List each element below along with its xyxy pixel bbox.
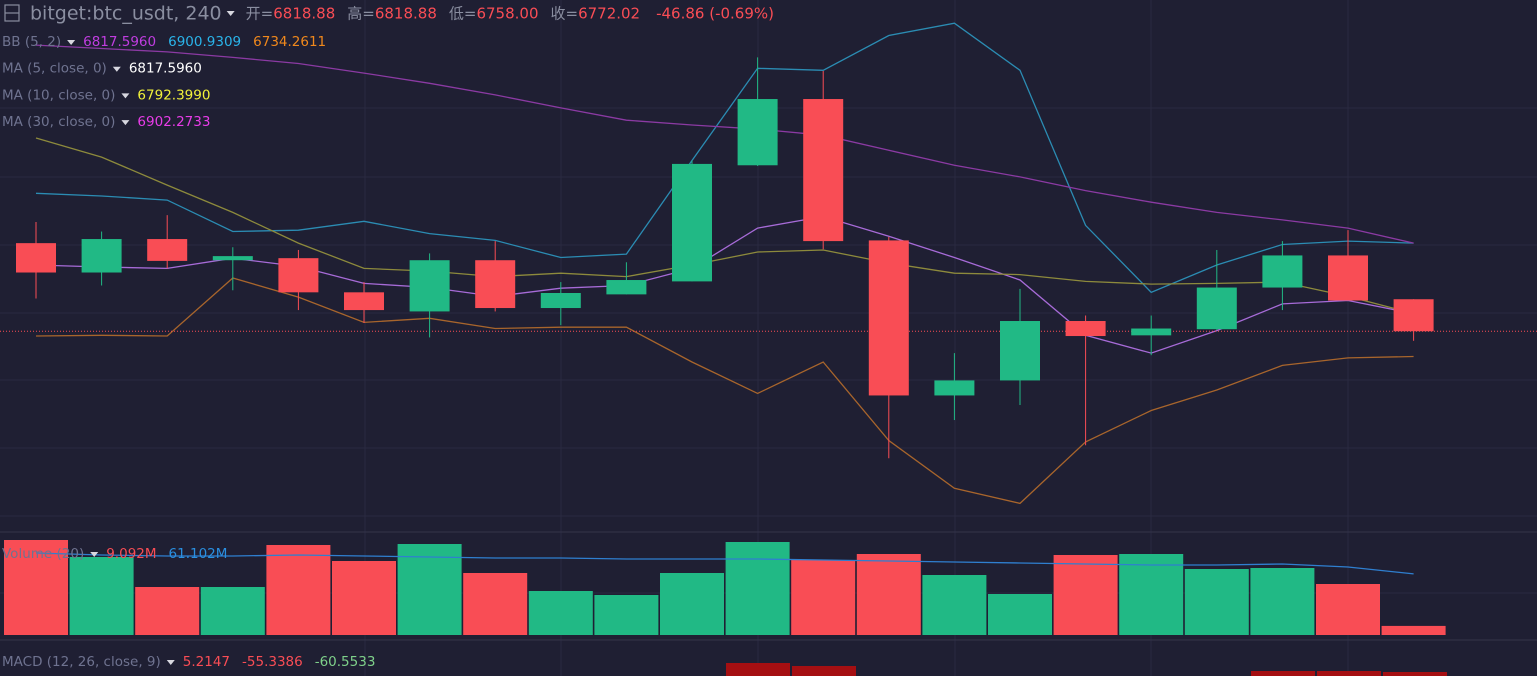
- candle-body: [1065, 321, 1106, 337]
- price-change: -46.86 (-0.69%): [656, 5, 774, 23]
- ohlc-label: 收=: [550, 5, 578, 23]
- candle-body: [606, 280, 647, 295]
- volume-bar: [1316, 584, 1380, 635]
- macd-bar: [1383, 672, 1447, 676]
- ohlc-label: 低=: [449, 5, 477, 23]
- dropdown-arrow: [90, 552, 99, 557]
- indicator-name: MA (30, close, 0): [2, 114, 115, 130]
- indicator-line: [35, 44, 1414, 244]
- volume-bar: [332, 561, 396, 635]
- ohlc-value: 6772.02: [578, 5, 640, 23]
- indicator-line: [35, 215, 1414, 354]
- candle-body: [1000, 321, 1040, 381]
- indicator-name: Volume (20): [2, 546, 84, 562]
- macd-bar: [1251, 671, 1315, 676]
- candle-body: [1393, 299, 1434, 332]
- candles: [0, 57, 1537, 459]
- volume-bar: [1381, 625, 1446, 635]
- indicator-name: BB (5, 2): [2, 34, 61, 50]
- macd-bar: [726, 663, 790, 676]
- candle-body: [278, 258, 319, 293]
- macd-bar: [1317, 671, 1381, 676]
- volume-bar: [200, 587, 265, 635]
- dropdown-arrow: [67, 40, 76, 45]
- ohlc-value: 6818.88: [273, 5, 335, 23]
- volume-bar: [1053, 555, 1118, 635]
- volume-bar: [791, 560, 856, 635]
- candle-body: [475, 260, 516, 309]
- indicator-value: 6817.5960: [129, 61, 202, 77]
- volume-bar: [528, 591, 593, 635]
- candle-body: [540, 293, 581, 309]
- candle-body: [344, 292, 384, 311]
- dropdown-arrow: [166, 660, 175, 665]
- candle-body: [212, 256, 253, 261]
- candle-body: [1328, 255, 1368, 301]
- indicator-line: [35, 137, 1414, 315]
- volume-ma-line: [35, 552, 1414, 575]
- candle-body: [868, 240, 909, 396]
- indicator-lines: [35, 22, 1414, 505]
- dropdown-arrow: [226, 11, 235, 16]
- indicator-value: -60.5533: [315, 654, 376, 670]
- indicator-name: MA (10, close, 0): [2, 87, 115, 103]
- indicator-value: 61.102M: [169, 546, 228, 562]
- candle-body: [409, 260, 450, 312]
- indicator-line: [35, 277, 1414, 505]
- volume-bar: [266, 545, 331, 635]
- candle-body: [16, 243, 56, 273]
- indicator-line: [35, 22, 1414, 294]
- ohlc-value: 6818.88: [375, 5, 437, 23]
- macd-bar: [792, 666, 856, 676]
- dropdown-arrow: [121, 120, 130, 126]
- volume-bar: [660, 573, 724, 635]
- candle-body: [737, 99, 778, 166]
- indicator-value: 6734.2611: [253, 34, 326, 50]
- volume-bar: [4, 540, 68, 635]
- candle-body: [934, 380, 975, 396]
- indicator-name: MACD (12, 26, close, 9): [2, 654, 161, 670]
- volume-bar: [988, 594, 1052, 635]
- volume-bar: [1184, 569, 1249, 635]
- indicator-value: 5.2147: [183, 654, 230, 670]
- candle-body: [81, 239, 122, 273]
- volume-bar: [922, 575, 987, 635]
- dropdown-arrow: [112, 66, 121, 72]
- indicator-value: -55.3386: [242, 654, 303, 670]
- ohlc-label: 高=: [347, 5, 375, 23]
- dropdown-arrow: [121, 93, 130, 99]
- volume-bar: [594, 595, 659, 635]
- volume-bar: [856, 554, 921, 635]
- volume-bar: [725, 542, 790, 635]
- volume-bar: [463, 573, 528, 635]
- volume-bar: [69, 557, 134, 635]
- indicator-value: 9.092M: [106, 546, 156, 562]
- macd-histogram: [726, 663, 1447, 676]
- ohlc-label: 开=: [246, 5, 274, 23]
- indicator-value: 6817.5960: [83, 34, 156, 50]
- indicator-value: 6900.9309: [168, 34, 241, 50]
- indicator-value: 6792.3990: [137, 87, 210, 103]
- symbol-title: bitget:btc_usdt, 240: [30, 3, 222, 25]
- candle-body: [1196, 287, 1237, 330]
- candle-body: [1131, 328, 1172, 336]
- ohlc-value: 6758.00: [476, 5, 538, 23]
- volume-pane: [4, 540, 1446, 635]
- indicator-name: MA (5, close, 0): [2, 61, 107, 77]
- indicator-value: 6902.2733: [137, 114, 210, 130]
- candle-body: [803, 99, 844, 242]
- volume-bar: [397, 544, 462, 635]
- candle-body: [672, 163, 712, 282]
- volume-bar: [1250, 568, 1315, 635]
- legend: bitget:btc_usdt, 240 开= 6818.88 高= 6818.88 低=…: [2, 3, 774, 671]
- candle-body: [1262, 255, 1303, 288]
- candle-body: [147, 239, 188, 261]
- volume-bar: [1119, 554, 1184, 635]
- volume-bar: [135, 587, 200, 635]
